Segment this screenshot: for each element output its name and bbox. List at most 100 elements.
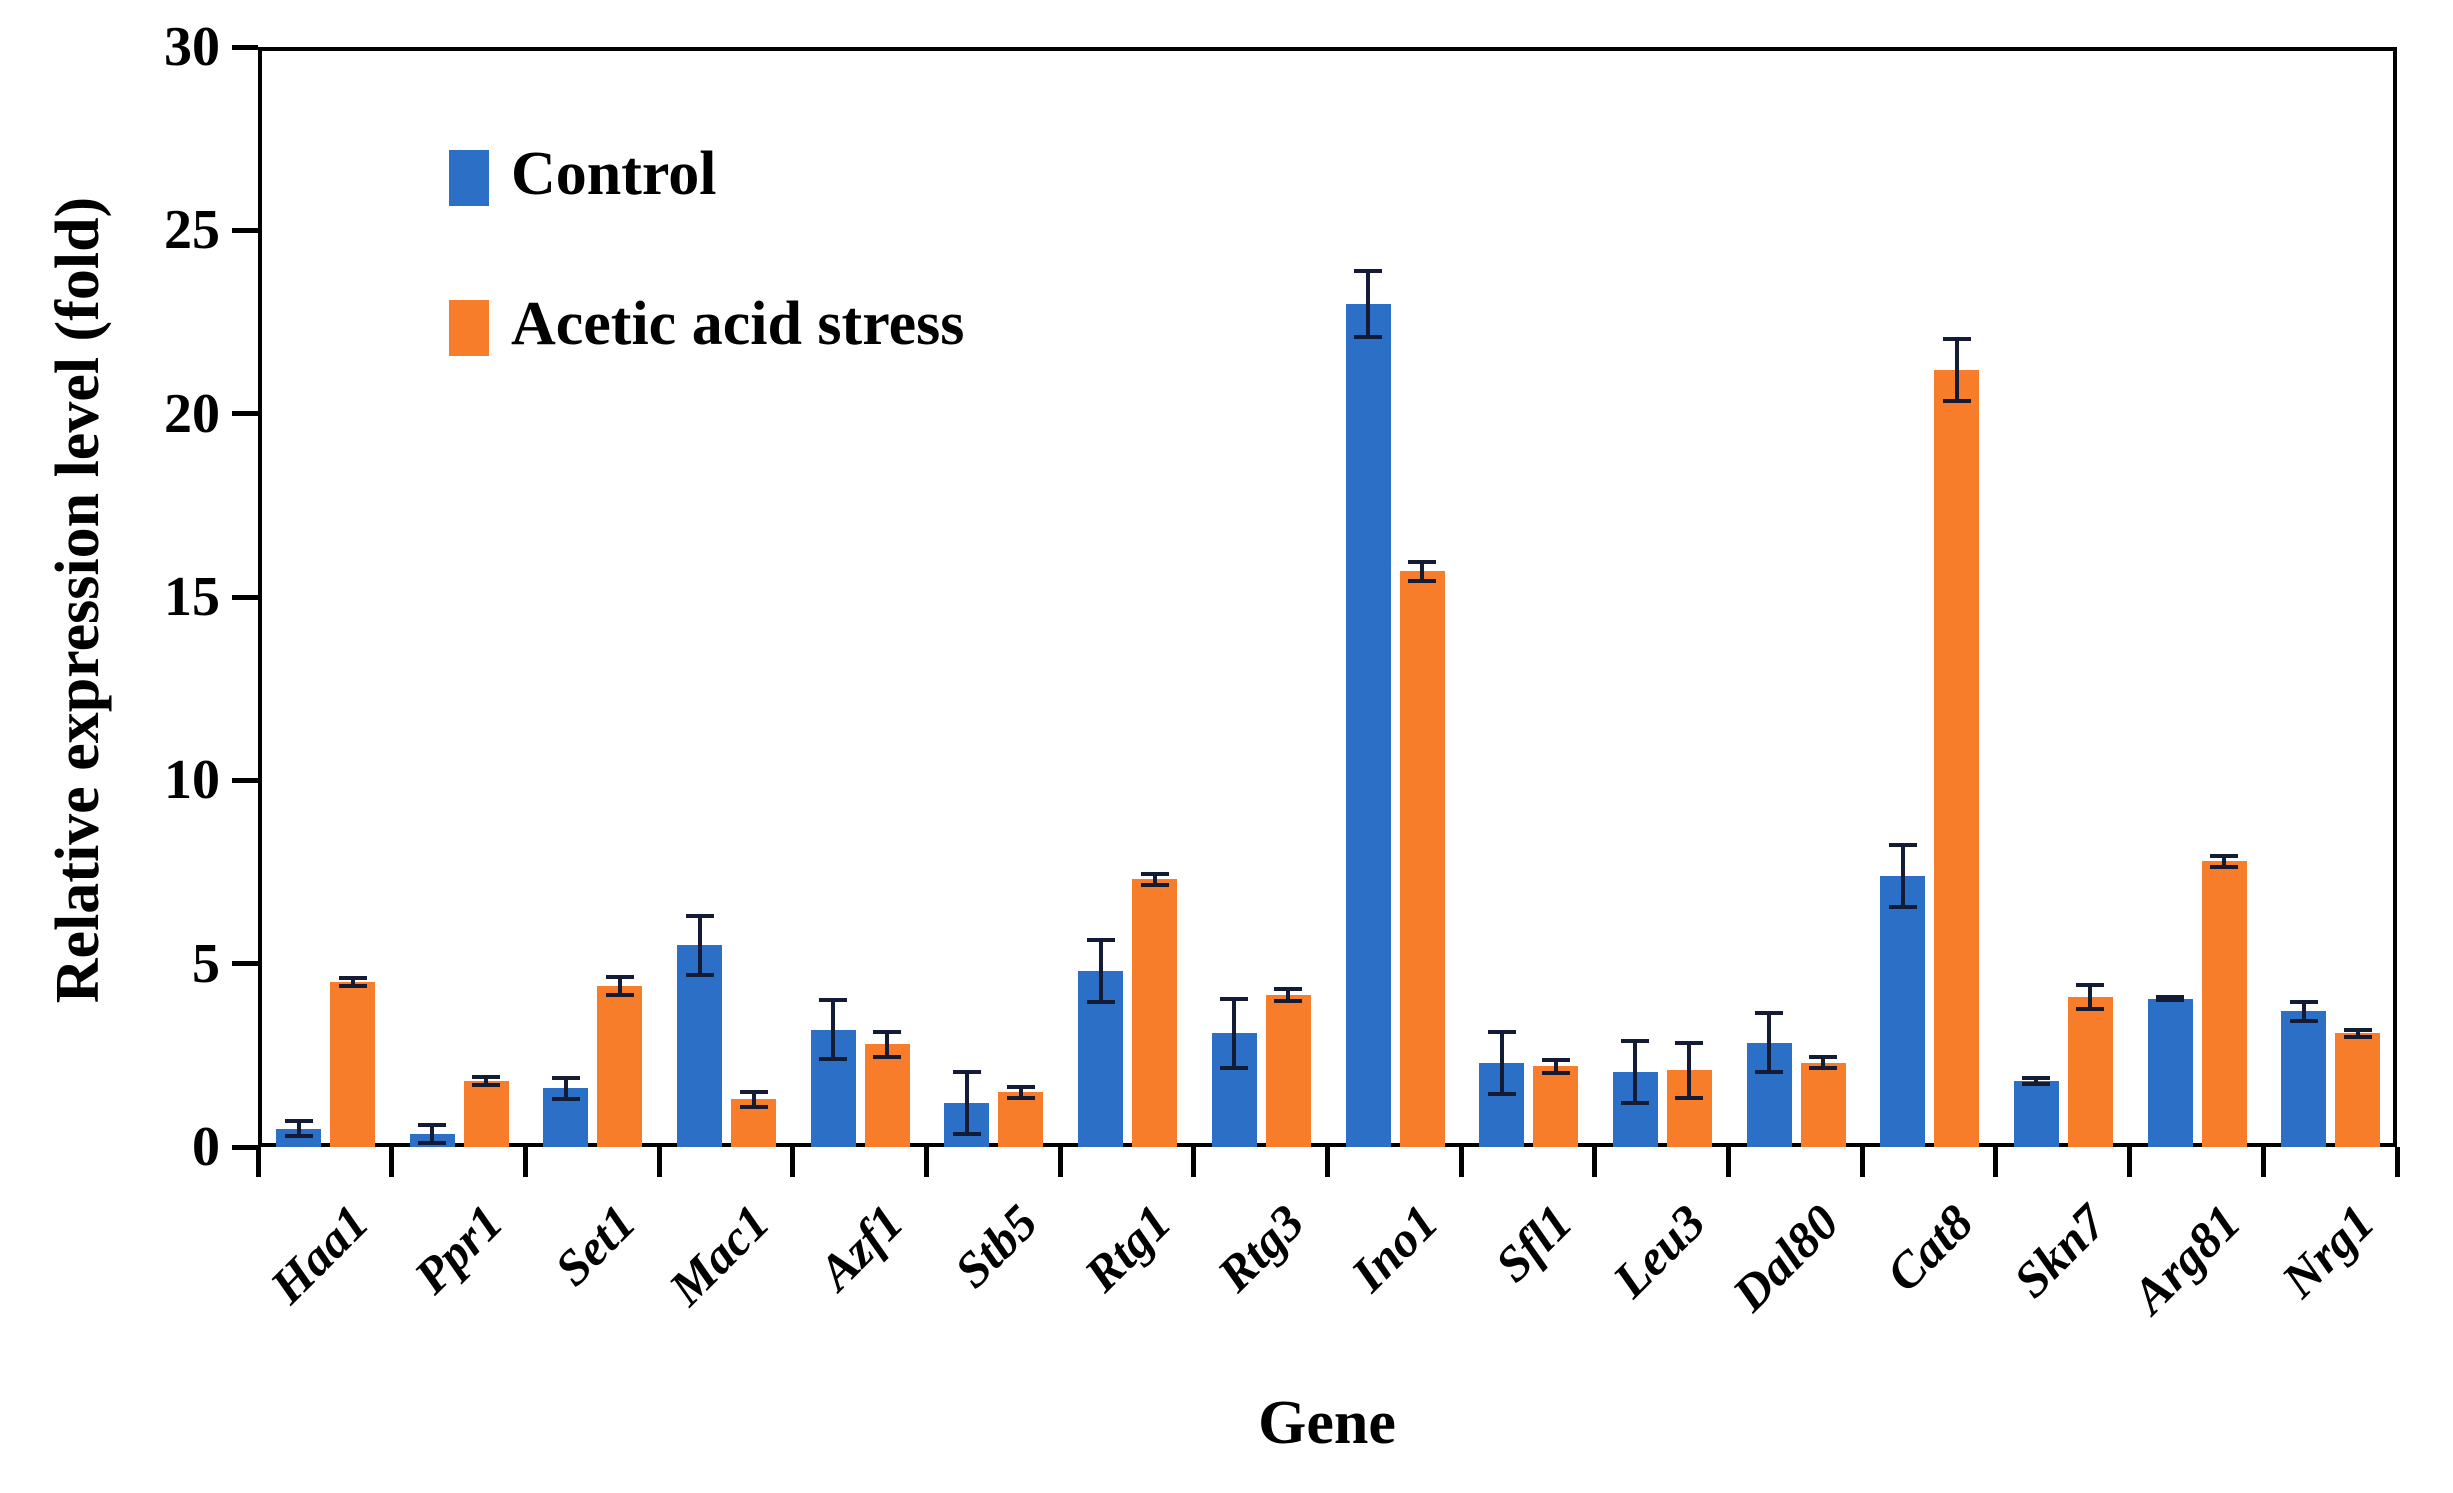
- error-bar: [1821, 1057, 1826, 1069]
- error-bar-cap-bottom: [284, 1134, 313, 1138]
- error-bar-cap-bottom: [1274, 998, 1303, 1003]
- y-axis-tick: [232, 411, 258, 417]
- bar-control-Nrg1: [2281, 1011, 2327, 1147]
- y-axis-tick-label: 5: [192, 932, 220, 995]
- y-axis-tick: [232, 961, 258, 967]
- x-category-label: Ppr1: [402, 1193, 513, 1305]
- error-bar: [1232, 998, 1237, 1069]
- y-axis-tick: [232, 1144, 258, 1150]
- y-axis-tick-label: 15: [164, 566, 220, 628]
- error-bar: [964, 1071, 969, 1135]
- bar-acetic-acid-stress-Set1: [597, 985, 643, 1147]
- error-bar-cap-bottom: [551, 1096, 580, 1101]
- error-bar-cap-bottom: [1621, 1101, 1650, 1105]
- x-axis-tick: [1993, 1147, 1999, 1177]
- error-bar: [1687, 1042, 1692, 1098]
- error-bar: [1018, 1086, 1023, 1098]
- error-bar: [2088, 984, 2093, 1009]
- x-axis-tick: [2260, 1147, 2266, 1177]
- x-axis-tick: [1726, 1147, 1732, 1177]
- bar-control-Arg81: [2147, 998, 2193, 1147]
- error-bar-cap-top: [1487, 1029, 1516, 1034]
- error-bar-cap-bottom: [1006, 1095, 1035, 1100]
- y-axis-tick-label: 25: [164, 199, 220, 262]
- error-bar: [831, 1000, 836, 1059]
- error-bar: [484, 1076, 489, 1086]
- error-bar-cap-top: [873, 1029, 902, 1034]
- x-category-label: Stb5: [943, 1193, 1048, 1299]
- error-bar: [751, 1092, 756, 1107]
- bar-control-Skn7: [2013, 1081, 2059, 1147]
- bar-control-Cat8: [1880, 875, 1926, 1147]
- x-axis-tick: [790, 1147, 796, 1177]
- error-bar-cap-top: [1274, 986, 1303, 991]
- legend-label: Control: [511, 140, 717, 208]
- bar-acetic-acid-stress-Rtg3: [1265, 994, 1311, 1147]
- error-bar: [1152, 873, 1157, 885]
- x-category-label: Sfl1: [1483, 1193, 1583, 1293]
- error-bar-cap-top: [819, 998, 848, 1003]
- bar-acetic-acid-stress-Arg81: [2201, 861, 2247, 1147]
- error-bar-cap-top: [2289, 1000, 2318, 1005]
- x-category-label: Arg81: [2120, 1193, 2251, 1324]
- x-category-label: Cat8: [1875, 1193, 1984, 1303]
- legend-label: Acetic acid stress: [511, 290, 965, 358]
- error-bar: [1633, 1040, 1638, 1103]
- error-bar-cap-bottom: [2156, 998, 2185, 1003]
- error-bar: [2301, 1002, 2306, 1021]
- error-bar: [1553, 1059, 1558, 1073]
- error-bar-cap-bottom: [418, 1141, 447, 1146]
- x-category-label: Set1: [544, 1193, 647, 1297]
- x-axis-tick: [1458, 1147, 1464, 1177]
- x-axis-tick: [1057, 1147, 1063, 1177]
- error-bar: [697, 916, 702, 975]
- bar-acetic-acid-stress-Ino1: [1399, 571, 1445, 1147]
- error-bar-cap-top: [1942, 336, 1971, 341]
- x-axis-tick: [923, 1147, 929, 1177]
- y-axis-tick: [232, 44, 258, 50]
- error-bar-cap-bottom: [685, 972, 714, 977]
- y-axis-tick-label: 20: [164, 382, 220, 445]
- x-category-label: Dal80: [1721, 1193, 1850, 1322]
- x-axis-title: Gene: [1258, 1389, 1396, 1457]
- error-bar-cap-bottom: [1675, 1095, 1704, 1100]
- error-bar: [617, 976, 622, 995]
- error-bar-cap-top: [1354, 268, 1382, 273]
- x-category-label: Rtg1: [1072, 1193, 1182, 1303]
- x-category-label: Leu3: [1601, 1193, 1717, 1308]
- error-bar-cap-top: [739, 1090, 768, 1094]
- error-bar-cap-top: [1675, 1040, 1704, 1045]
- error-bar: [430, 1125, 435, 1144]
- error-bar-cap-bottom: [2076, 1006, 2105, 1011]
- bar-acetic-acid-stress-Nrg1: [2335, 1033, 2381, 1147]
- error-bar: [1954, 338, 1959, 401]
- x-category-label: Ino1: [1340, 1193, 1449, 1303]
- bar-acetic-acid-stress-Sfl1: [1533, 1066, 1579, 1147]
- error-bar-cap-bottom: [2210, 864, 2239, 869]
- y-axis-tick: [232, 594, 258, 600]
- error-bar-cap-bottom: [338, 983, 367, 988]
- error-bar-cap-top: [605, 974, 634, 979]
- error-bar: [1499, 1031, 1504, 1094]
- error-bar-cap-top: [2343, 1027, 2372, 1032]
- x-axis-tick: [255, 1147, 261, 1177]
- error-bar-cap-bottom: [1408, 578, 1436, 583]
- error-bar-cap-top: [2210, 853, 2239, 858]
- error-bar: [1900, 844, 1905, 907]
- y-axis-tick: [232, 777, 258, 783]
- error-bar-cap-top: [1755, 1011, 1784, 1016]
- bar-acetic-acid-stress-Ppr1: [463, 1081, 509, 1147]
- x-category-label: Haa1: [259, 1193, 380, 1314]
- legend-swatch: [449, 150, 489, 206]
- error-bar-cap-bottom: [952, 1132, 981, 1137]
- error-bar-cap-top: [472, 1074, 501, 1079]
- bar-acetic-acid-stress-Azf1: [864, 1044, 910, 1147]
- error-bar: [1286, 988, 1291, 1001]
- error-bar-cap-top: [418, 1123, 447, 1127]
- bar-acetic-acid-stress-Stb5: [998, 1092, 1044, 1147]
- error-bar-cap-top: [2022, 1076, 2051, 1081]
- error-bar-cap-bottom: [1487, 1091, 1516, 1096]
- error-bar: [2034, 1078, 2039, 1084]
- error-bar-cap-bottom: [605, 992, 634, 997]
